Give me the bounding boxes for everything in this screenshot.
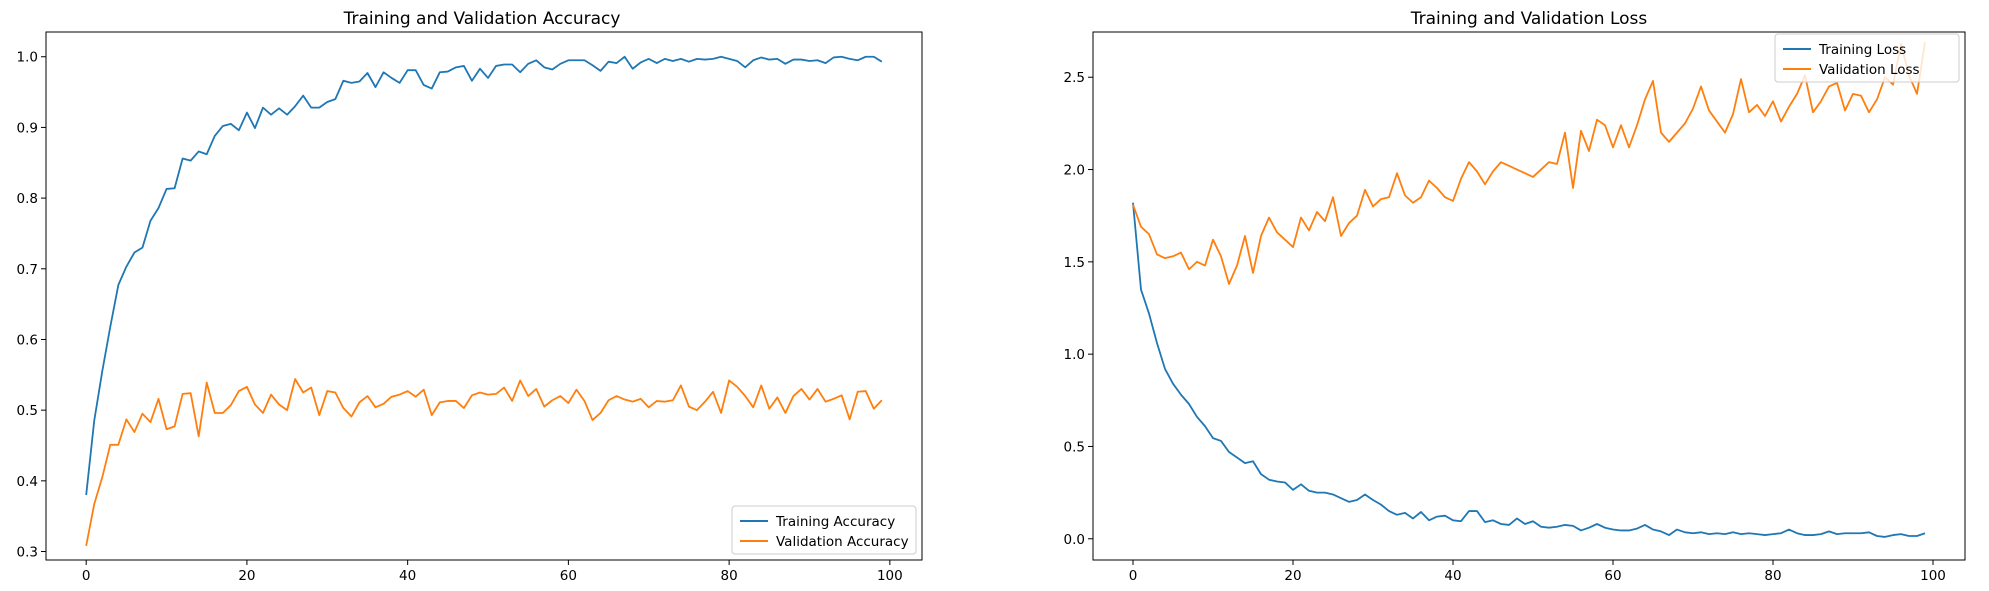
loss-plot: Training and Validation Loss 0 20 40 60 80 10… xyxy=(1064,9,1966,584)
accuracy-axis-ticks: 0 20 40 60 80 100 0.3 0.4 0.5 0.6 0.7 0.8 0.9 1.0 xyxy=(17,50,903,584)
accuracy-plot: Training and Validation Accuracy 0 20 40 60… xyxy=(17,9,923,584)
legend-label-validation-loss: Validation Loss xyxy=(1819,62,1920,78)
accuracy-legend-box xyxy=(731,505,917,555)
series-line-training-accuracy xyxy=(85,55,883,496)
x-tick-label: 100 xyxy=(1920,568,1946,584)
y-tick-label: 2.5 xyxy=(1064,70,1085,86)
y-tick-label: 1.5 xyxy=(1064,255,1085,271)
x-tick-label: 60 xyxy=(560,568,577,584)
y-tick-label: 0.4 xyxy=(17,474,38,490)
y-tick-label: 0.5 xyxy=(1064,439,1085,455)
y-tick-label: 0.8 xyxy=(17,191,38,207)
x-tick-label: 80 xyxy=(1764,568,1781,584)
loss-legend-box xyxy=(1774,33,1960,83)
y-tick-label: 0.0 xyxy=(1064,532,1085,548)
loss-series-lines xyxy=(1132,42,1926,538)
y-tick-label: 2.0 xyxy=(1064,163,1085,179)
loss-chart-title: Training and Validation Loss xyxy=(1410,9,1648,29)
y-tick-label: 1.0 xyxy=(17,50,38,66)
accuracy-chart-title: Training and Validation Accuracy xyxy=(343,9,621,29)
x-tick-label: 40 xyxy=(399,568,416,584)
legend-label-training-loss: Training Loss xyxy=(1818,42,1906,58)
y-tick-label: 1.0 xyxy=(1064,347,1085,363)
x-tick-label: 40 xyxy=(1444,568,1461,584)
x-tick-label: 0 xyxy=(82,568,91,584)
accuracy-legend: Training Accuracy Validation Accuracy xyxy=(731,505,917,555)
x-tick-label: 20 xyxy=(1284,568,1301,584)
series-line-validation-accuracy xyxy=(85,378,883,547)
accuracy-axes-frame xyxy=(45,31,923,561)
legend-label-validation-accuracy: Validation Accuracy xyxy=(776,534,909,550)
legend-label-training-accuracy: Training Accuracy xyxy=(775,514,895,530)
series-line-validation-loss xyxy=(1132,42,1926,285)
y-tick-label: 0.5 xyxy=(17,403,38,419)
x-tick-label: 20 xyxy=(238,568,255,584)
y-tick-label: 0.9 xyxy=(17,120,38,136)
y-tick-label: 0.3 xyxy=(17,545,38,561)
x-tick-label: 80 xyxy=(721,568,738,584)
loss-axes-frame xyxy=(1092,31,1966,561)
series-line-training-loss xyxy=(1132,202,1926,538)
x-tick-label: 100 xyxy=(877,568,903,584)
y-tick-label: 0.6 xyxy=(17,332,38,348)
y-tick-label: 0.7 xyxy=(17,262,38,278)
x-tick-label: 0 xyxy=(1129,568,1138,584)
loss-axis-ticks: 0 20 40 60 80 100 0.0 0.5 1.0 1.5 2.0 2.5 xyxy=(1064,70,1946,584)
accuracy-series-lines xyxy=(85,55,883,547)
loss-legend: Training Loss Validation Loss xyxy=(1774,33,1960,83)
x-tick-label: 60 xyxy=(1604,568,1621,584)
